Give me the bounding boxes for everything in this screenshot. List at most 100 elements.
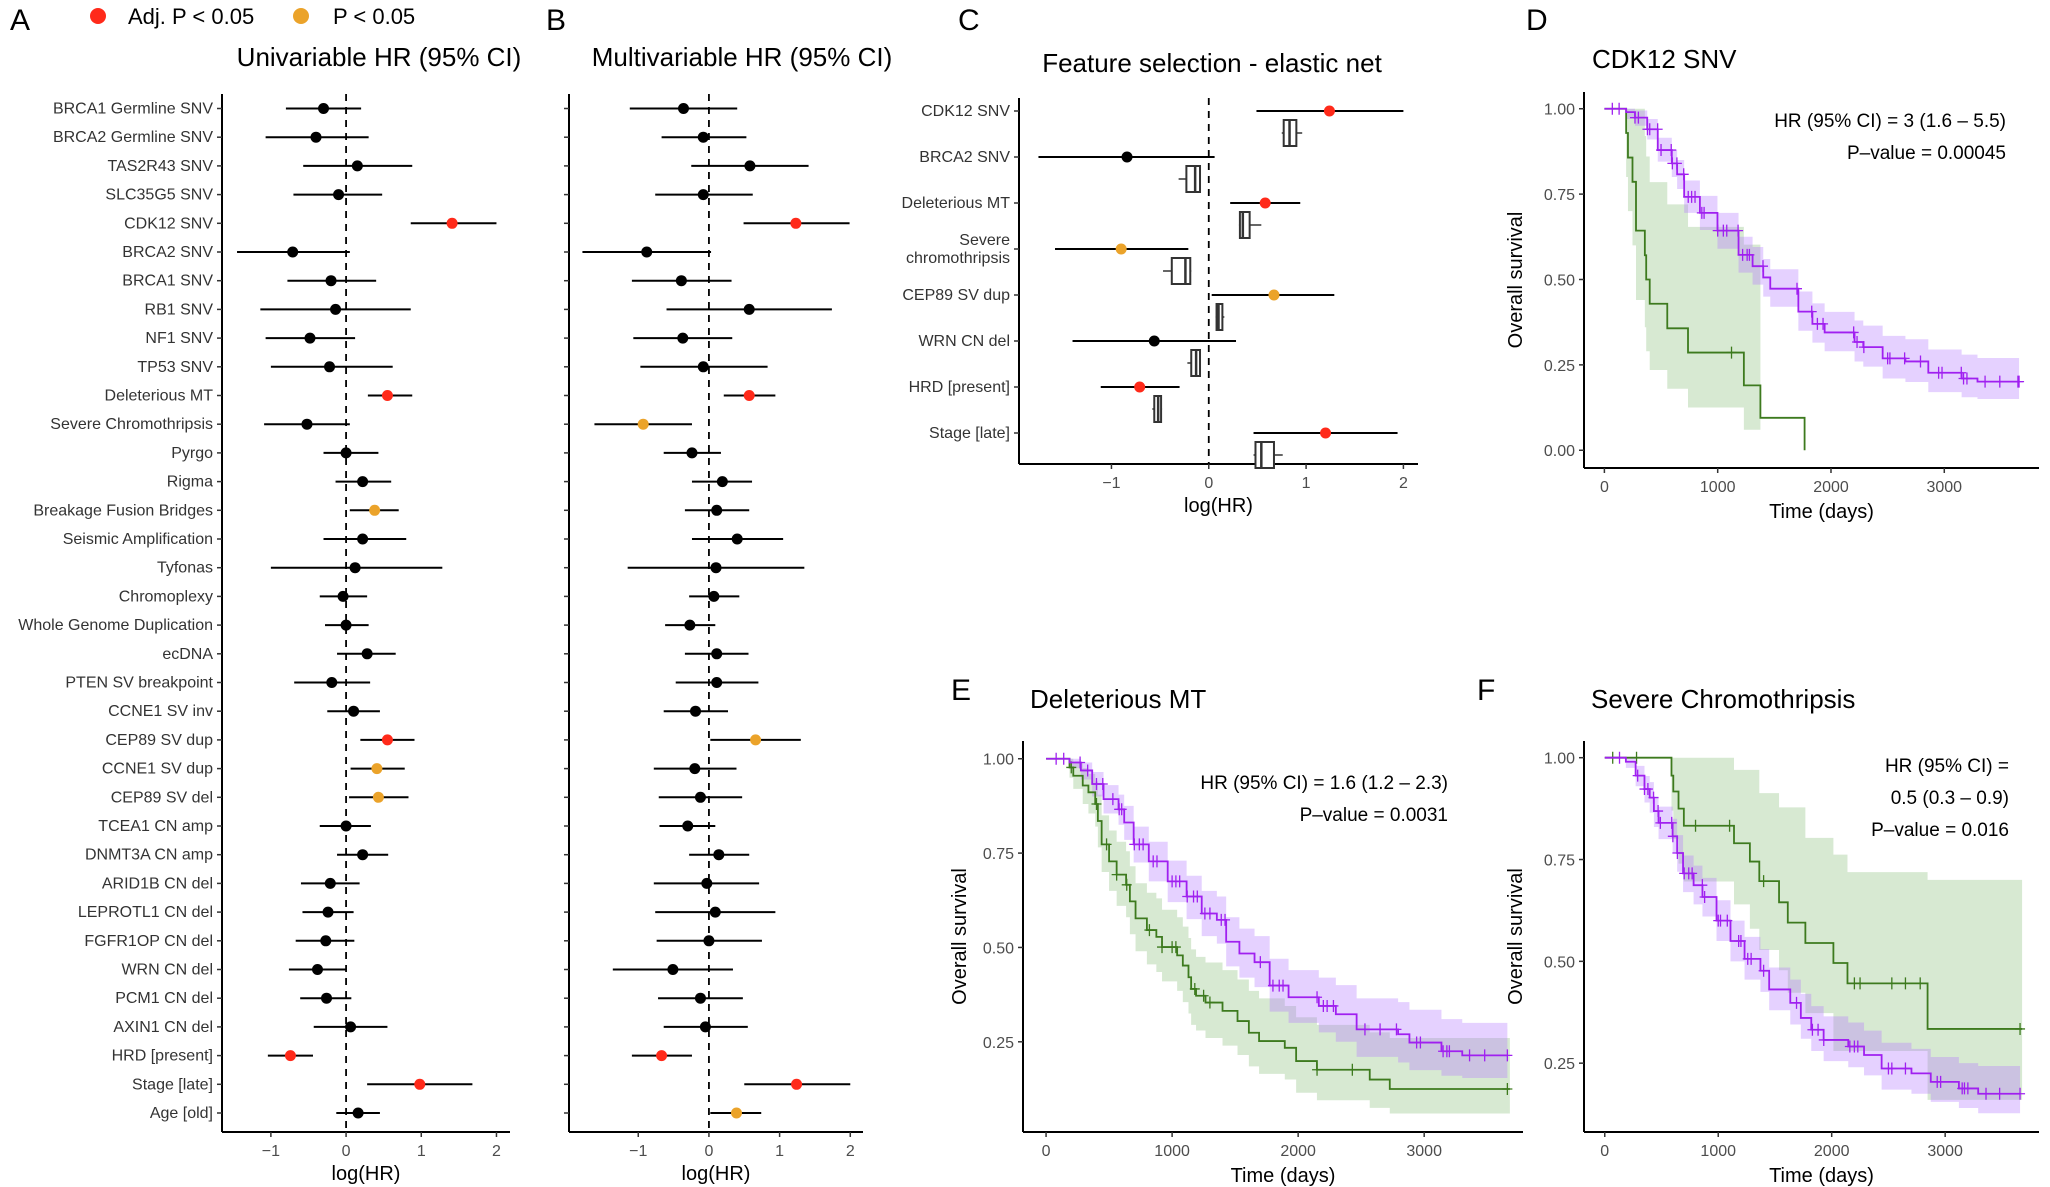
estimate-point <box>345 1021 357 1033</box>
forest-row: HRD [present] <box>112 1048 313 1065</box>
chart-title: Multivariable HR (95% CI) <box>592 42 893 72</box>
estimate-point <box>1323 105 1335 117</box>
x-axis-label: Time (days) <box>1231 1165 1336 1187</box>
forest-row: Tyfonas <box>157 560 443 577</box>
forest-row: Age [old] <box>150 1105 380 1122</box>
y-tick-label: 0.50 <box>983 940 1014 957</box>
forest-row: CEP89 SV dup <box>105 732 415 749</box>
row-label: BRCA1 SNV <box>122 273 213 290</box>
censor-mark <box>1111 868 1122 881</box>
estimate-point <box>711 648 723 660</box>
y-tick-label: 0.50 <box>1544 954 1575 971</box>
estimate-point <box>414 1078 426 1090</box>
box <box>1254 441 1275 469</box>
y-axis-label: Overall survival <box>949 868 971 1005</box>
censor-mark <box>1391 1023 1402 1036</box>
row-label: Severe <box>959 232 1010 249</box>
y-axis-label: Overall survival <box>1505 212 1527 349</box>
censor-mark <box>1151 855 1162 868</box>
hr-annotation: HR (95% CI) = 3 (1.6 – 5.5) <box>1774 111 2006 132</box>
estimate-point <box>330 303 342 315</box>
censor-mark <box>1174 875 1185 888</box>
estimate-point <box>716 476 728 488</box>
forest-row <box>564 935 762 947</box>
censor-mark <box>1312 991 1323 1004</box>
censor-mark <box>1900 1062 1911 1075</box>
estimate-point <box>731 533 743 545</box>
forest-row <box>564 332 733 344</box>
censor-mark <box>1813 1023 1824 1036</box>
legend-label: P < 0.05 <box>333 4 415 29</box>
censor-mark <box>1699 890 1710 903</box>
censor-mark <box>1744 248 1755 261</box>
confidence-band <box>1604 108 1761 430</box>
censor-mark <box>1899 352 1910 365</box>
censor-mark <box>1690 819 1701 832</box>
y-axis-label: Overall survival <box>1505 868 1527 1005</box>
x-tick-label: 1 <box>1302 475 1311 492</box>
row-label: TCEA1 CN amp <box>98 818 213 835</box>
forest-row: CCNE1 SV dup <box>102 761 405 778</box>
forest-row: NF1 SNV <box>145 330 356 347</box>
estimate-point <box>446 217 458 229</box>
censor-mark <box>1900 977 1911 990</box>
forest-row: PTEN SV breakpoint <box>65 675 371 692</box>
row-label: Stage [late] <box>132 1076 213 1093</box>
censor-mark <box>1791 996 1802 1009</box>
x-tick-label: 0 <box>1600 1143 1609 1160</box>
x-tick-label: −1 <box>629 1143 647 1160</box>
estimate-point <box>689 763 701 775</box>
censor-mark <box>1733 224 1744 237</box>
forest-row: Chromoplexy <box>119 588 368 605</box>
censor-mark <box>1192 890 1203 903</box>
censor-mark <box>1935 1075 1946 1088</box>
x-tick-label: 0 <box>1042 1143 1051 1160</box>
hr-annotation: 0.5 (0.3 – 0.9) <box>1891 788 2009 809</box>
y-tick-label: 0.25 <box>1544 1056 1575 1073</box>
x-tick-label: 1000 <box>1700 479 1736 496</box>
censor-mark <box>1255 956 1266 969</box>
row-label: ecDNA <box>162 646 213 663</box>
censor-mark <box>1962 1082 1973 1095</box>
estimate-point <box>324 877 336 889</box>
estimate-point <box>318 103 330 114</box>
censor-mark <box>1066 761 1077 774</box>
estimate-point <box>340 447 352 459</box>
row-label: CDK12 SNV <box>124 215 213 232</box>
forest-row <box>564 648 749 660</box>
forest-row: ARID1B CN del <box>102 875 360 892</box>
censor-mark <box>1915 355 1926 368</box>
estimate-point <box>750 734 762 746</box>
hr-annotation: P–value = 0.00045 <box>1847 143 2006 164</box>
row-label: TP53 SNV <box>137 359 213 376</box>
forest-row: FGFR1OP CN del <box>84 933 355 950</box>
row-label: CEP89 SV dup <box>105 732 213 749</box>
chart-title: Univariable HR (95% CI) <box>237 42 522 72</box>
forest-row <box>564 275 732 287</box>
row-label: Severe Chromothripsis <box>50 416 213 433</box>
forest-row: BRCA2 SNV <box>122 244 350 261</box>
estimate-point <box>711 504 723 516</box>
censor-mark <box>1656 144 1667 157</box>
estimate-point <box>310 131 322 143</box>
estimate-point <box>320 935 332 947</box>
censor-mark <box>1198 989 1209 1002</box>
censor-mark <box>1479 1049 1490 1062</box>
confidence-band <box>1604 108 2020 400</box>
censor-mark <box>1852 335 1863 348</box>
estimate-point <box>324 361 336 373</box>
forest-row: Deleterious MT <box>902 195 1301 239</box>
censor-mark <box>1915 977 1926 990</box>
panel-letter-c: C <box>958 4 980 37</box>
censor-mark <box>1631 751 1642 764</box>
forest-row: Severe Chromothripsis <box>50 416 350 433</box>
forest-row: Deleterious MT <box>105 388 413 405</box>
x-tick-label: −1 <box>262 1143 280 1160</box>
survival-curve <box>1604 756 2023 1030</box>
forest-row: RB1 SNV <box>145 301 411 318</box>
box <box>1185 165 1202 193</box>
censor-mark <box>1980 375 1991 388</box>
forest-row: DNMT3A CN amp <box>85 847 389 864</box>
censor-mark <box>1444 1045 1455 1058</box>
estimate-point <box>357 476 369 488</box>
